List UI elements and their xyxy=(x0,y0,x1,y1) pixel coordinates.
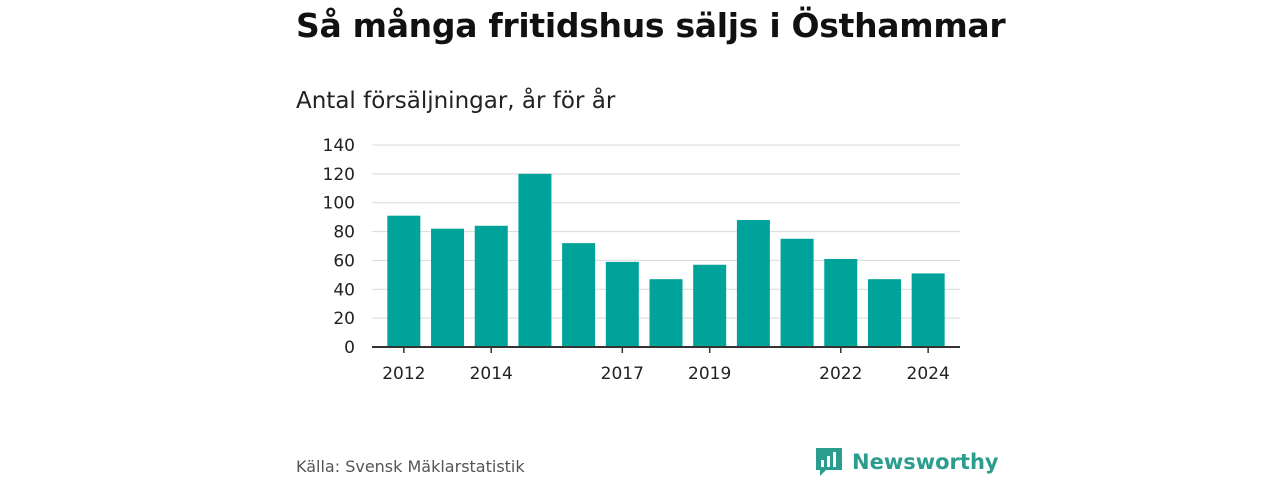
y-tick-label: 0 xyxy=(344,338,355,358)
x-tick-label: 2012 xyxy=(382,364,425,384)
y-tick-label: 60 xyxy=(333,251,355,271)
brand-logo: Newsworthy xyxy=(814,446,999,478)
bar-2021 xyxy=(780,238,814,347)
x-tick-label: 2017 xyxy=(601,364,644,384)
y-tick-label: 80 xyxy=(333,223,355,243)
chart-subtitle: Antal försäljningar, år för år xyxy=(296,88,616,114)
bar-2019 xyxy=(693,264,727,347)
newsworthy-logo-icon xyxy=(816,448,842,476)
bar-2012 xyxy=(387,215,421,347)
bar-2014 xyxy=(474,225,508,347)
y-tick-label: 20 xyxy=(333,309,355,329)
x-tick-label: 2014 xyxy=(470,364,513,384)
brand-name: Newsworthy xyxy=(852,450,999,474)
bar-2024 xyxy=(911,273,945,347)
y-tick-label: 100 xyxy=(323,194,355,214)
source-note: Källa: Svensk Mäklarstatistik xyxy=(296,457,525,476)
bar-2020 xyxy=(736,220,770,347)
y-tick-label: 140 xyxy=(323,136,355,156)
chart-title: Så många fritidshus säljs i Östhammar xyxy=(296,6,1006,45)
bar-2022 xyxy=(824,258,858,347)
bar-2018 xyxy=(649,279,683,347)
bar-2017 xyxy=(605,261,639,347)
bar-2013 xyxy=(431,228,465,347)
bar-2016 xyxy=(562,243,596,347)
bar-2023 xyxy=(867,279,901,347)
y-tick-label: 120 xyxy=(323,165,355,185)
y-tick-label: 40 xyxy=(333,280,355,300)
bar-2015 xyxy=(518,173,552,347)
x-tick-label: 2024 xyxy=(907,364,950,384)
x-tick-label: 2022 xyxy=(819,364,862,384)
x-tick-label: 2019 xyxy=(688,364,731,384)
